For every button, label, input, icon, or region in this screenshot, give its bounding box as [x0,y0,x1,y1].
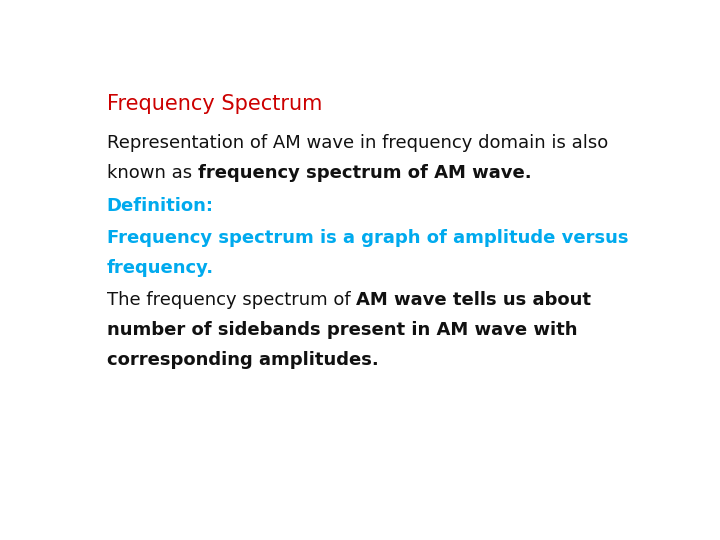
Text: Frequency Spectrum: Frequency Spectrum [107,94,322,114]
Text: number of sidebands present in AM wave with: number of sidebands present in AM wave w… [107,321,577,340]
Text: frequency.: frequency. [107,259,214,276]
Text: AM wave tells us about: AM wave tells us about [356,292,591,309]
Text: known as: known as [107,164,197,183]
Text: Definition:: Definition: [107,197,214,215]
Text: corresponding amplitudes.: corresponding amplitudes. [107,352,379,369]
Text: frequency spectrum of AM wave.: frequency spectrum of AM wave. [197,164,531,183]
Text: Frequency spectrum is a graph of amplitude versus: Frequency spectrum is a graph of amplitu… [107,228,629,247]
Text: Representation of AM wave in frequency domain is also: Representation of AM wave in frequency d… [107,134,608,152]
Text: The frequency spectrum of: The frequency spectrum of [107,292,356,309]
